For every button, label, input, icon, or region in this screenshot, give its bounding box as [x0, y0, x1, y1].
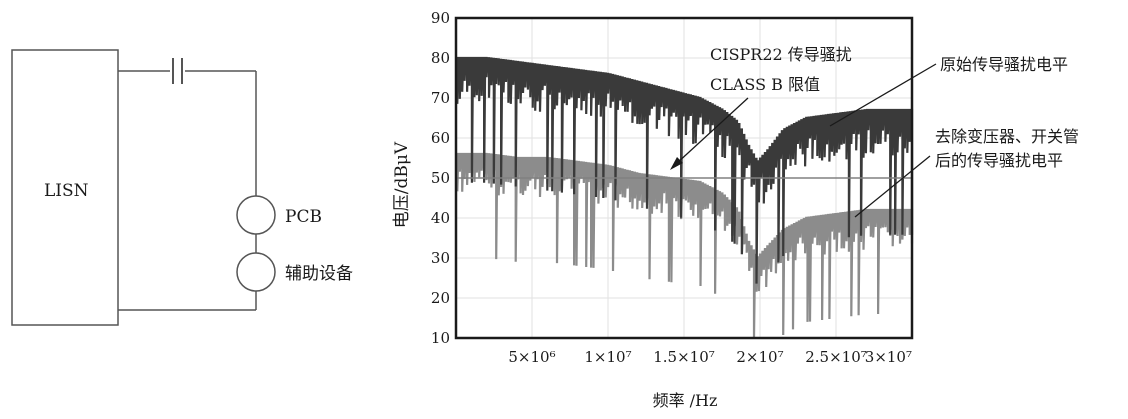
y-tick-labels: 10 20 30 40 50 60 70 80 90	[431, 9, 450, 347]
chart: 10 20 30 40 50 60 70 80 90 5×10⁶ 1×10⁷ 1.5×10⁷ 2×10…	[392, 9, 1079, 410]
x-tick-label: 1.5×10⁷	[653, 348, 715, 366]
x-tick-label: 3×10⁷	[865, 348, 912, 366]
y-axis-label: 电压/dBμV	[392, 141, 412, 228]
y-tick-label: 20	[431, 289, 450, 307]
y-tick-label: 10	[431, 329, 450, 347]
circuit-diagram	[11, 49, 276, 326]
series-original	[456, 56, 914, 284]
series-reduced	[456, 152, 914, 339]
series-line	[456, 152, 914, 339]
y-tick-label: 80	[431, 49, 450, 67]
annotation-pointers	[670, 63, 937, 218]
y-tick-label: 40	[431, 209, 450, 227]
x-tick-label: 5×10⁶	[508, 348, 555, 366]
x-tick-label: 2×10⁷	[736, 348, 783, 366]
pcb-label: PCB	[285, 207, 322, 227]
pointer-original	[829, 63, 937, 127]
y-tick-label: 90	[431, 9, 450, 27]
annotation-limit-line2: CLASS B 限值	[710, 75, 820, 94]
annotation-reduced-line1: 去除变压器、开关管	[935, 127, 1079, 146]
x-axis-label: 频率 /Hz	[653, 391, 718, 410]
y-tick-label: 70	[431, 89, 450, 107]
pointer-limit	[675, 97, 749, 165]
x-tick-label: 2.5×10⁷	[805, 348, 867, 366]
y-tick-label: 30	[431, 249, 450, 267]
series-line	[456, 56, 914, 284]
annotation-reduced-line2: 后的传导骚扰电平	[935, 151, 1063, 170]
y-tick-label: 60	[431, 129, 450, 147]
aux-equipment-label: 辅助设备	[285, 264, 353, 284]
lisn-label: LISN	[44, 181, 89, 201]
pointer-limit-arrowhead	[670, 157, 683, 170]
aux-device-circle	[236, 252, 276, 292]
annotation-original: 原始传导骚扰电平	[940, 55, 1068, 74]
lisn-box	[11, 49, 119, 326]
y-tick-label: 50	[431, 169, 450, 187]
annotation-limit-line1: CISPR22 传导骚扰	[710, 45, 852, 64]
pointer-reduced	[854, 155, 931, 218]
pcb-device-circle	[236, 195, 276, 235]
x-tick-label: 1×10⁷	[584, 348, 631, 366]
plot-frame	[454, 16, 914, 340]
